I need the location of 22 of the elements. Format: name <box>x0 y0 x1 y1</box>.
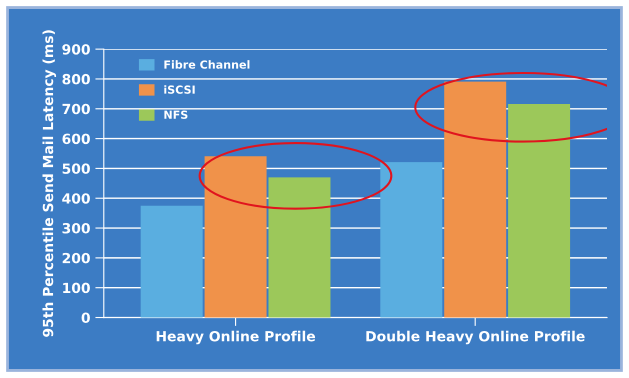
bar <box>380 162 442 318</box>
bar <box>508 104 570 318</box>
y-tick-label: 100 <box>63 282 90 294</box>
bar <box>204 156 267 318</box>
y-tick-label: 0 <box>82 312 90 323</box>
y-tick-label: 900 <box>62 44 90 55</box>
legend-label: iSCSI <box>164 85 195 94</box>
bar <box>444 82 506 318</box>
x-tick-label: Double Heavy Online Profile <box>366 330 585 344</box>
y-tick-label: 800 <box>62 74 90 84</box>
y-tick-label: 200 <box>62 252 90 264</box>
y-tick-label: 400 <box>62 193 90 204</box>
legend-label: NFS <box>164 110 188 119</box>
y-tick-label: 600 <box>62 134 90 144</box>
y-tick-label: 300 <box>62 223 90 234</box>
x-tick-label: Heavy Online Profile <box>156 330 316 344</box>
legend-label: Fibre Channel <box>164 60 250 69</box>
y-tick-label: 700 <box>62 104 90 114</box>
y-tick-label: 500 <box>62 163 90 174</box>
y-axis-title: 95th Percentile Send Mail Latency (ms) <box>42 30 56 337</box>
bar <box>268 177 330 318</box>
bar <box>140 206 203 318</box>
